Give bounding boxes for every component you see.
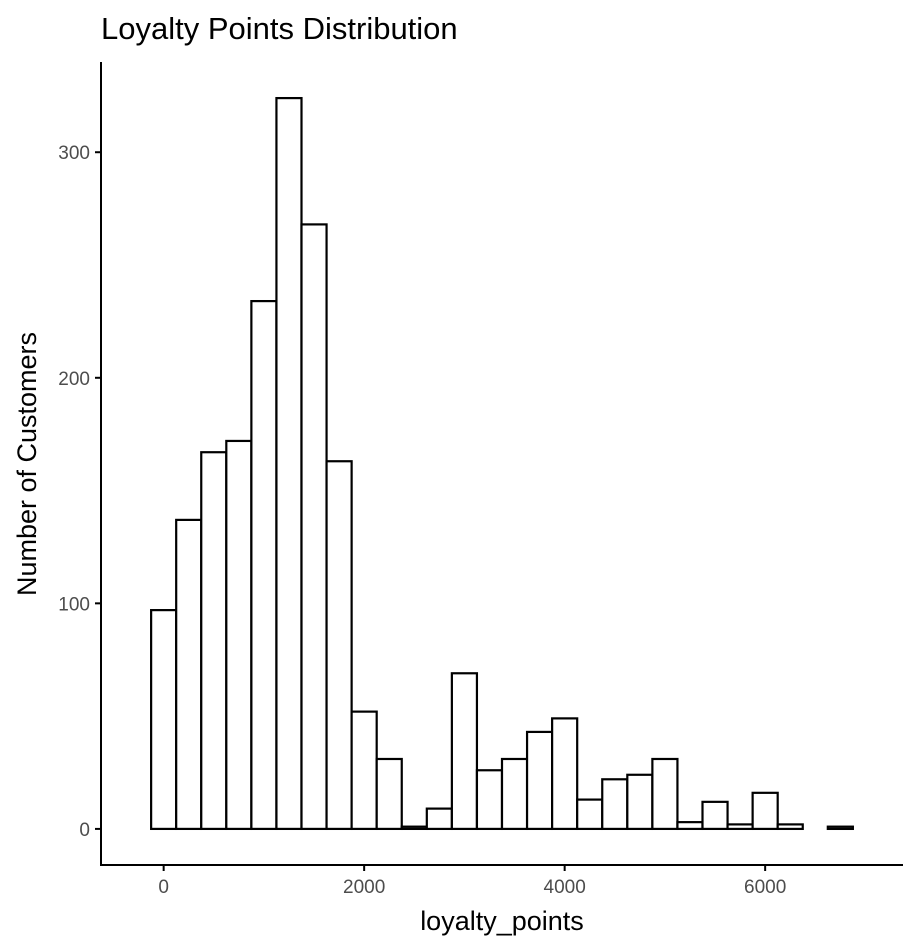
histogram-bar xyxy=(175,518,203,831)
y-axis-ticks: 0 100 200 300 xyxy=(58,143,101,841)
histogram-bar xyxy=(200,451,228,831)
histogram-bar xyxy=(375,757,403,831)
x-axis-title: loyalty_points xyxy=(420,906,584,936)
histogram-bar xyxy=(450,672,479,831)
histogram-bar xyxy=(676,821,704,831)
histogram-bar xyxy=(726,823,754,831)
histogram-bar xyxy=(325,460,353,831)
histogram-bar xyxy=(601,778,629,831)
histogram-bars xyxy=(150,96,854,831)
chart-title: Loyalty Points Distribution xyxy=(101,11,458,46)
histogram-bar xyxy=(250,299,278,831)
y-tick-label: 100 xyxy=(58,594,90,615)
histogram-bar xyxy=(751,791,779,831)
histogram-bar xyxy=(551,717,579,831)
x-tick-label: 4000 xyxy=(544,877,586,898)
y-axis-title: Number of Customers xyxy=(12,332,42,596)
histogram-bar xyxy=(651,757,679,831)
histogram-bar xyxy=(576,798,604,831)
y-tick-label: 300 xyxy=(58,143,90,164)
histogram-bar xyxy=(776,823,804,831)
histogram-bar xyxy=(225,439,253,831)
histogram-bar xyxy=(275,96,303,831)
histogram-bar xyxy=(400,825,428,831)
x-tick-label: 2000 xyxy=(343,877,385,898)
histogram-bar xyxy=(475,769,504,831)
histogram-bar xyxy=(525,730,554,831)
histogram-bar xyxy=(826,825,854,831)
y-tick-label: 200 xyxy=(58,369,90,390)
histogram-bar xyxy=(350,710,378,831)
histogram-bar xyxy=(701,800,729,831)
histogram-bar xyxy=(500,757,529,831)
histogram-bar xyxy=(300,223,328,831)
y-tick-label: 0 xyxy=(79,820,90,841)
histogram-bar xyxy=(150,609,178,831)
histogram-bar xyxy=(626,773,654,831)
x-axis-ticks: 0 2000 4000 6000 xyxy=(158,865,786,898)
x-tick-label: 6000 xyxy=(744,877,786,898)
x-tick-label: 0 xyxy=(158,877,169,898)
histogram-bar xyxy=(425,807,453,831)
